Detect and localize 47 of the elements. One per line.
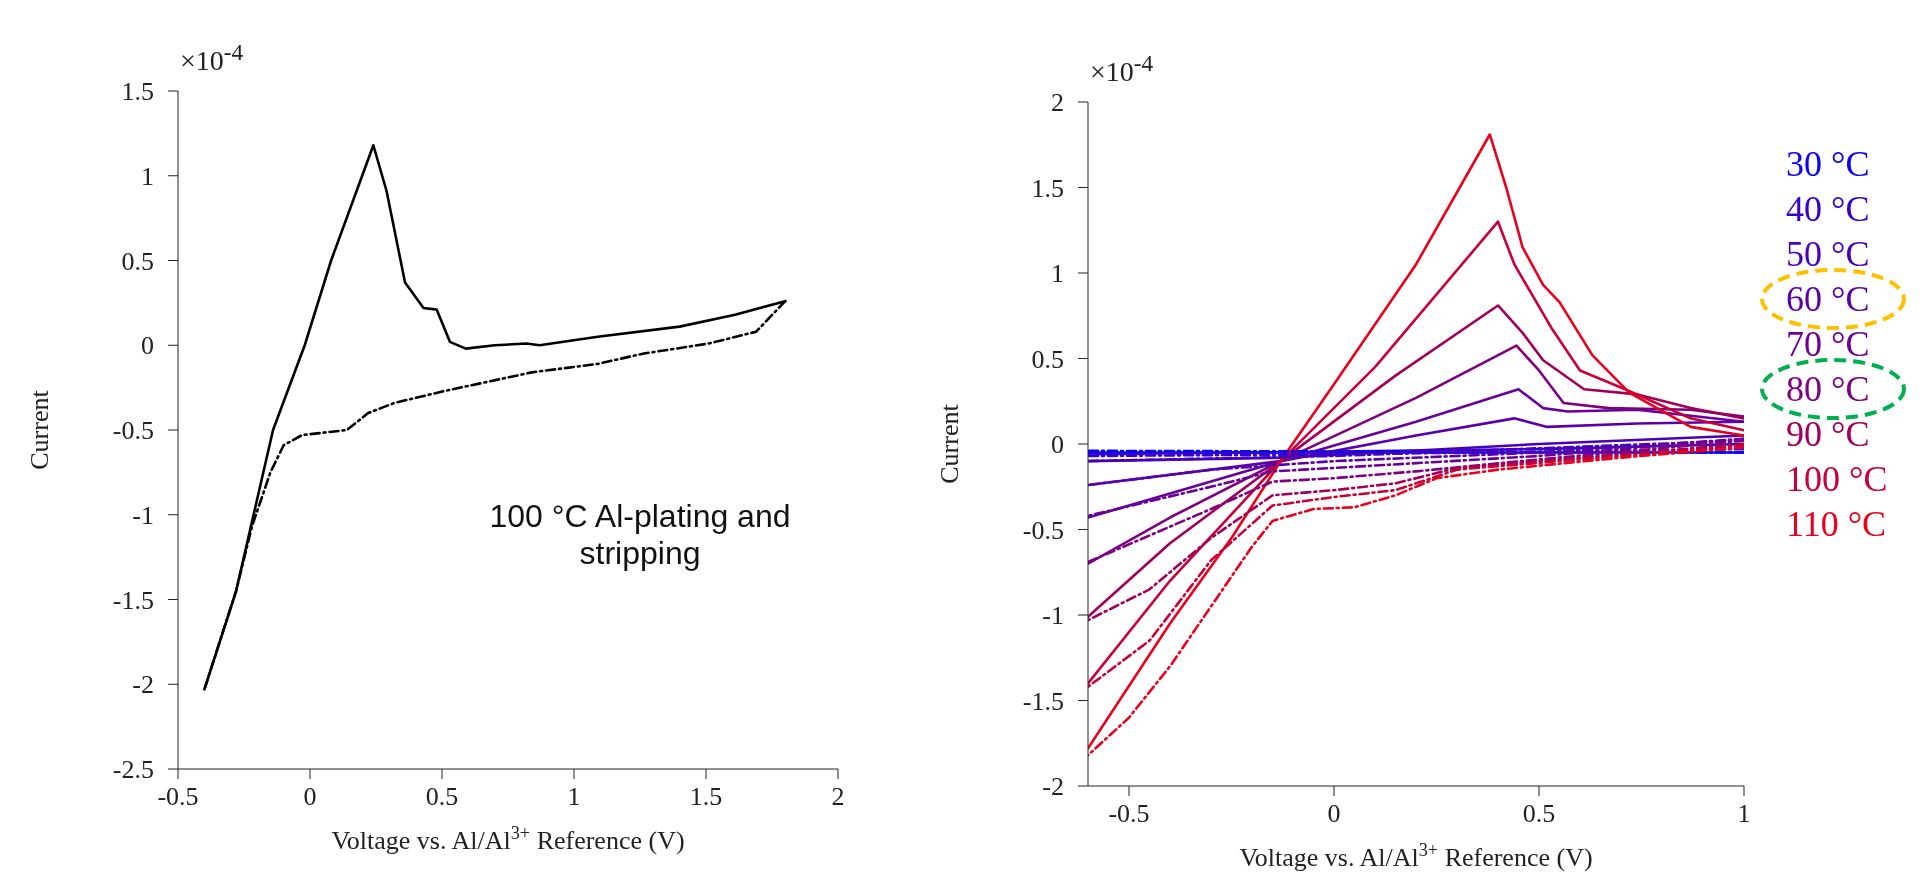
y-tick-label: 2: [1051, 88, 1064, 118]
y-tick-label: -1.5: [112, 585, 154, 615]
text: ×10$^{-4}$: [180, 39, 244, 78]
y-tick-label: -1: [1042, 601, 1064, 631]
x-tick-label: 1.5: [689, 782, 723, 812]
x-tick-label: 2: [831, 782, 845, 812]
x-tick-label: 1: [1737, 799, 1751, 829]
text: 40 °C: [1786, 189, 1870, 229]
line-series: [1088, 304, 1744, 619]
series-label: 90 °C: [1786, 414, 1870, 454]
y-tick-label: 1.5: [121, 77, 154, 107]
y-axis-title: Current: [25, 389, 54, 470]
y-tick-label: -0.5: [1022, 515, 1064, 545]
text: ×10$^{-4}$: [1090, 50, 1154, 89]
x-tick-label: 0: [1327, 799, 1341, 829]
y-tick-label: 1: [1051, 259, 1064, 289]
y-tick-label: 1.5: [1031, 173, 1064, 203]
series-label: 80 °C: [1786, 369, 1870, 409]
x-tick-label: 0.5: [1522, 799, 1556, 829]
line-series: [1088, 133, 1744, 750]
text: 30 °C: [1786, 144, 1870, 184]
y-tick-label: -0.5: [112, 416, 154, 446]
y-tick-label: -1: [132, 500, 154, 530]
line-series: [1088, 446, 1744, 757]
series-label: 70 °C: [1786, 324, 1870, 364]
y-tick-label: -2: [132, 670, 154, 700]
annotation: 100 °C Al-plating and stripping: [488, 497, 792, 572]
x-tick-label: 0.5: [425, 782, 459, 812]
y-tick-label: -2: [1042, 772, 1064, 802]
series-label: 100 °C: [1786, 459, 1888, 499]
line-series: [1088, 220, 1744, 685]
x-tick-label: 0: [303, 782, 317, 812]
y-tick-label: 0.5: [121, 246, 154, 276]
x-axis-title: Voltage vs. Al/Al$^{3+}$ Reference (V): [1239, 840, 1593, 872]
x-axis-title: Voltage vs. Al/Al$^{3+}$ Reference (V): [331, 823, 685, 855]
x-tick-label: 1: [567, 782, 581, 812]
y-tick-label: 0: [1051, 430, 1064, 460]
text: 110 °C: [1786, 504, 1887, 544]
y-tick-label: -2.5: [112, 755, 154, 785]
y-tick-label: 0.5: [1031, 344, 1064, 374]
x-tick-label: -0.5: [1108, 799, 1150, 829]
y-axis-title: Current: [935, 403, 964, 484]
y-tick-label: -1.5: [1022, 686, 1064, 716]
y-tick-label: 0: [141, 331, 154, 361]
y-tick-label: 1: [141, 161, 154, 191]
text: 60 °C: [1786, 279, 1870, 319]
text: 50 °C: [1786, 234, 1870, 274]
